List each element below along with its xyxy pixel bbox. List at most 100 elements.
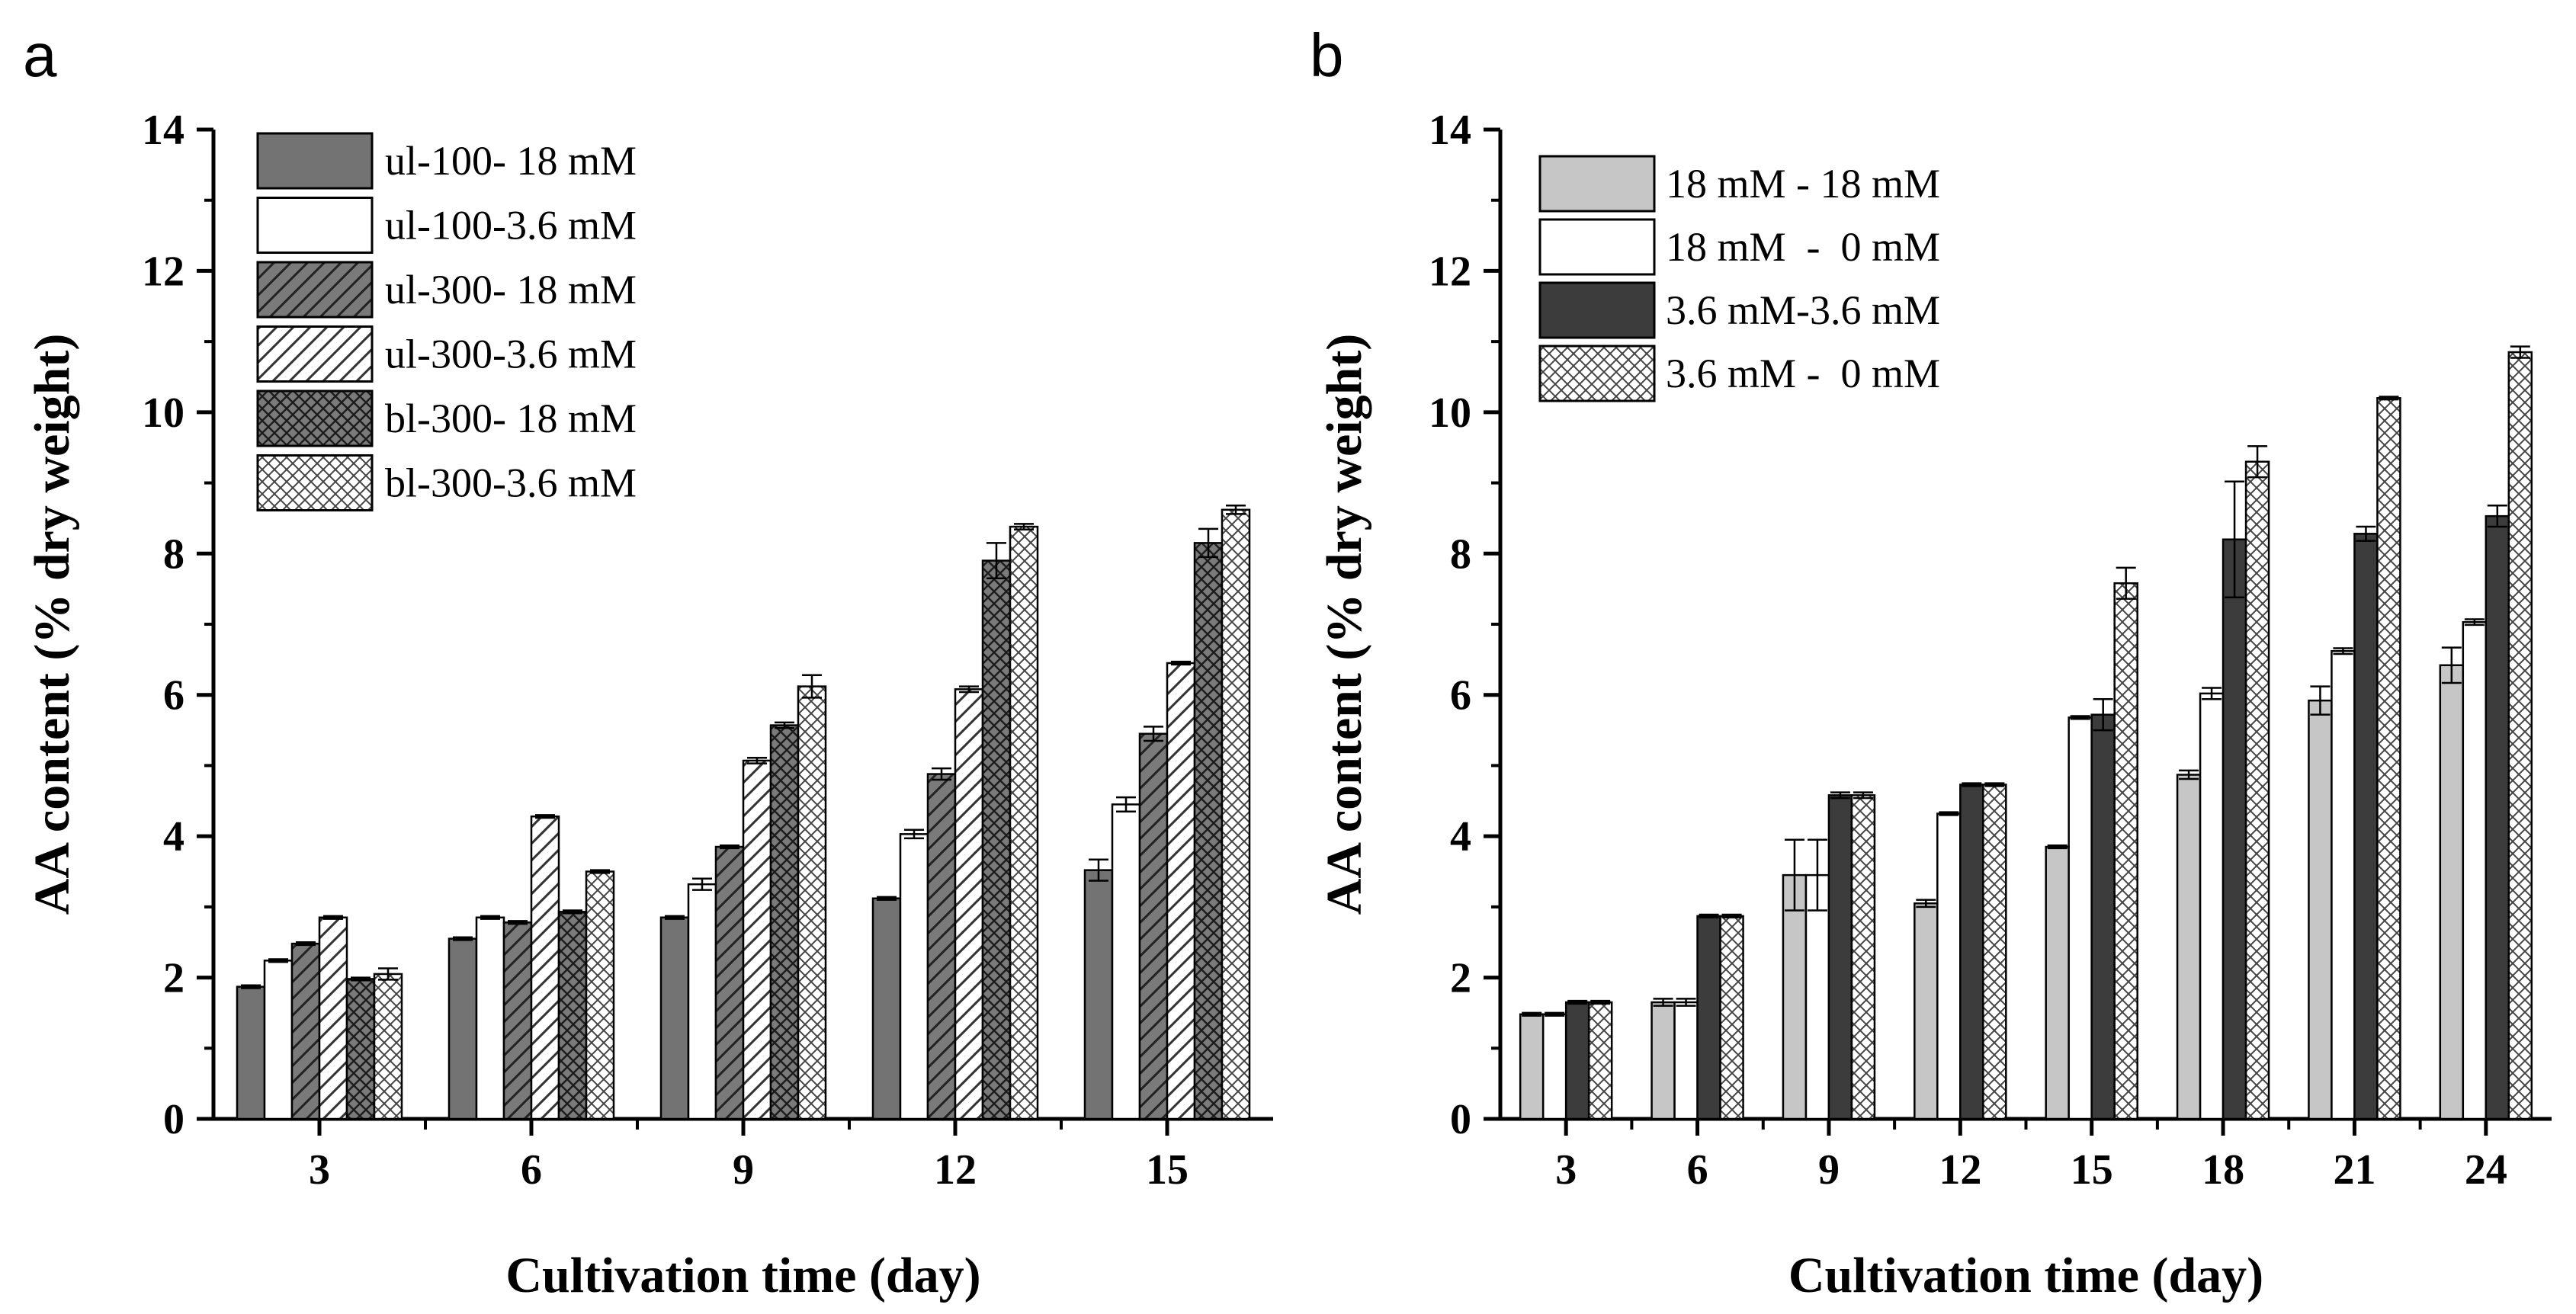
error-bar bbox=[2093, 698, 2113, 732]
error-bar bbox=[1939, 811, 1959, 816]
error-bar bbox=[2356, 525, 2376, 542]
bar bbox=[2068, 716, 2093, 1120]
bar bbox=[1587, 1001, 1613, 1120]
panel-a-letter: a bbox=[23, 21, 57, 89]
x-tick-label: 15 bbox=[2071, 1146, 2113, 1194]
error-bar bbox=[2225, 480, 2245, 599]
error-bar bbox=[802, 674, 822, 699]
error-bar bbox=[2070, 715, 2090, 720]
bar bbox=[1782, 873, 1808, 1120]
bar bbox=[475, 916, 505, 1120]
bar bbox=[2485, 514, 2510, 1120]
bar bbox=[687, 883, 717, 1120]
y-tick-label: 12 bbox=[1429, 248, 1471, 295]
bar bbox=[1519, 1013, 1545, 1120]
error-bar bbox=[1984, 782, 2005, 787]
bar bbox=[585, 870, 615, 1120]
bar bbox=[2353, 533, 2379, 1120]
error-bar bbox=[351, 976, 371, 982]
legend: 18 mM - 18 mM 18 mM - 0 mM 3.6 mM-3.6 mM 3.… bbox=[1538, 155, 1940, 402]
bar bbox=[1221, 508, 1251, 1120]
bar bbox=[530, 815, 560, 1120]
bar bbox=[502, 921, 533, 1120]
error-bar bbox=[1014, 523, 1034, 531]
legend-label: 3.6 mM - 0 mM bbox=[1666, 351, 1940, 396]
bar bbox=[1982, 784, 2007, 1120]
bar bbox=[1651, 1001, 1676, 1120]
bar bbox=[1564, 1001, 1590, 1120]
bar bbox=[373, 973, 403, 1120]
bar bbox=[1673, 1001, 1699, 1120]
error-bar bbox=[1653, 998, 1673, 1007]
y-tick-label: 12 bbox=[142, 248, 184, 295]
error-bar bbox=[268, 958, 288, 963]
error-bar bbox=[1116, 796, 1136, 812]
y-tick-label: 6 bbox=[1450, 672, 1471, 719]
bar bbox=[1914, 902, 1939, 1120]
legend-swatch bbox=[1538, 155, 1656, 213]
error-bar bbox=[590, 869, 610, 874]
error-bar bbox=[932, 767, 951, 781]
error-bar bbox=[1676, 998, 1696, 1007]
bar bbox=[2176, 774, 2202, 1120]
error-bar bbox=[959, 685, 979, 694]
y-tick-label: 10 bbox=[142, 389, 184, 437]
x-tick-label: 21 bbox=[2333, 1146, 2376, 1194]
panel-a-chart: 0 2 4 6 8 10 12 14 3 6 9 12 15 Cultivation time (day)… bbox=[24, 107, 1273, 1303]
error-bar bbox=[1962, 782, 1982, 787]
error-bar bbox=[1089, 858, 1108, 882]
error-bar bbox=[692, 877, 712, 891]
legend-label: ul-300-3.6 mM bbox=[385, 332, 637, 377]
bar bbox=[2507, 351, 2533, 1120]
error-bar bbox=[747, 756, 767, 764]
error-bar bbox=[2464, 618, 2485, 627]
bar bbox=[1936, 812, 1962, 1120]
error-bar bbox=[563, 909, 582, 915]
legend-swatch bbox=[1538, 345, 1656, 402]
y-tick-label: 4 bbox=[1450, 813, 1471, 861]
bar bbox=[236, 985, 266, 1120]
bar bbox=[2244, 460, 2270, 1120]
legend-swatch bbox=[256, 389, 374, 447]
error-bar bbox=[1830, 791, 1850, 800]
error-bar bbox=[2310, 685, 2331, 716]
error-bar bbox=[720, 844, 739, 850]
error-bar bbox=[1853, 791, 1873, 800]
bar bbox=[1827, 794, 1853, 1120]
bar bbox=[899, 833, 929, 1120]
error-bar bbox=[2047, 844, 2068, 850]
error-bar bbox=[535, 814, 555, 819]
y-tick-label: 2 bbox=[1450, 955, 1471, 1002]
error-bar bbox=[2202, 687, 2222, 700]
error-bar bbox=[1784, 838, 1804, 912]
bar bbox=[1804, 873, 1830, 1120]
legend-label: 18 mM - 18 mM bbox=[1666, 161, 1940, 207]
legend-label: bl-300-3.6 mM bbox=[385, 460, 637, 506]
y-tick-label: 14 bbox=[1429, 107, 1471, 154]
error-bar bbox=[378, 967, 398, 981]
error-bar bbox=[1721, 913, 1742, 919]
bar bbox=[557, 911, 588, 1120]
bar bbox=[659, 916, 690, 1120]
x-tick-label: 3 bbox=[309, 1146, 330, 1194]
bar bbox=[2113, 582, 2138, 1120]
y-tick-label: 14 bbox=[142, 107, 184, 154]
error-bar bbox=[775, 721, 794, 729]
error-bar bbox=[1699, 913, 1719, 919]
error-bar bbox=[665, 915, 685, 920]
bar bbox=[871, 897, 902, 1120]
legend: ul-100- 18 mM ul-100-3.6 mM ul-300- 18 mM u… bbox=[256, 132, 637, 511]
error-bar bbox=[2487, 504, 2507, 528]
error-bar bbox=[1522, 1011, 1542, 1017]
x-tick-label: 12 bbox=[1939, 1146, 1981, 1194]
error-bar bbox=[1807, 838, 1827, 912]
error-bar bbox=[1590, 999, 1611, 1005]
legend-label: 3.6 mM-3.6 mM bbox=[1666, 287, 1940, 333]
bar bbox=[1850, 794, 1876, 1120]
legend-swatch bbox=[1538, 281, 1656, 339]
y-tick-label: 0 bbox=[1450, 1096, 1471, 1143]
bar bbox=[1193, 542, 1224, 1120]
bar bbox=[1009, 525, 1039, 1120]
